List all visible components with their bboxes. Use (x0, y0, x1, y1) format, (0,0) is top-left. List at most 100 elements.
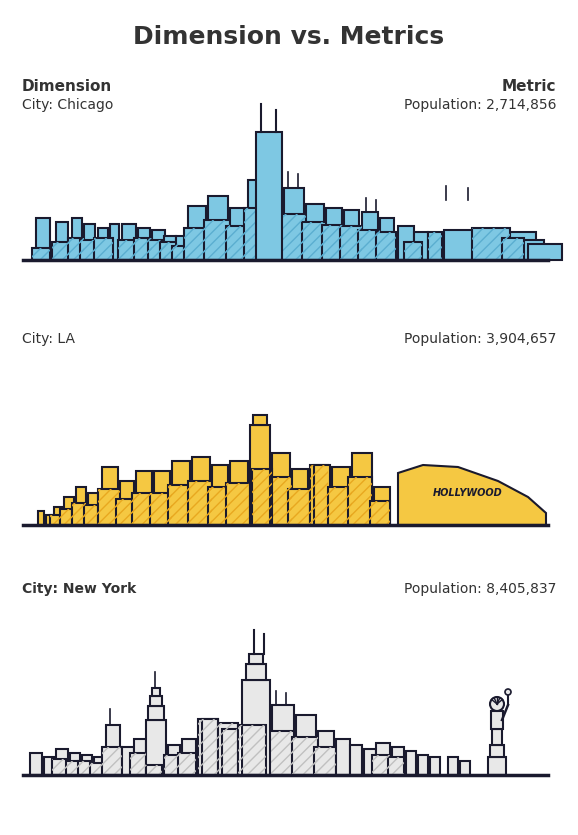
Bar (252, 469, 272, 525)
Bar (406, 751, 416, 775)
Bar (138, 228, 150, 260)
Bar (122, 747, 134, 775)
Bar (32, 248, 50, 260)
Bar (168, 485, 190, 525)
Bar (72, 503, 86, 525)
Text: Population: 8,405,837: Population: 8,405,837 (403, 582, 556, 596)
Text: Dimension vs. Metrics: Dimension vs. Metrics (134, 25, 444, 49)
Bar (528, 244, 562, 260)
Bar (78, 761, 92, 775)
Bar (36, 218, 50, 260)
Bar (404, 242, 422, 260)
Bar (328, 487, 352, 525)
Bar (116, 499, 134, 525)
Bar (204, 220, 230, 260)
Bar (188, 481, 212, 525)
Bar (132, 493, 154, 525)
Bar (132, 493, 154, 525)
Bar (84, 505, 98, 525)
Bar (172, 461, 190, 525)
Bar (244, 208, 270, 260)
Bar (168, 485, 190, 525)
Bar (94, 238, 113, 260)
Bar (476, 232, 536, 260)
Bar (164, 755, 180, 775)
Bar (146, 720, 166, 775)
Bar (50, 515, 60, 525)
Bar (94, 757, 104, 775)
Bar (238, 725, 266, 775)
Bar (376, 743, 390, 775)
Bar (418, 755, 428, 775)
Bar (428, 232, 442, 260)
Bar (102, 747, 122, 775)
Bar (80, 240, 96, 260)
Text: Population: 3,904,657: Population: 3,904,657 (403, 332, 556, 346)
Bar (502, 238, 524, 260)
Bar (288, 489, 310, 525)
Bar (364, 749, 376, 775)
Bar (148, 706, 164, 720)
Bar (164, 755, 180, 775)
Bar (392, 747, 404, 775)
Bar (340, 226, 362, 260)
Bar (492, 729, 502, 745)
Bar (292, 737, 318, 775)
Bar (90, 763, 104, 775)
Bar (226, 483, 250, 525)
Bar (314, 747, 336, 775)
Bar (388, 757, 404, 775)
Bar (314, 747, 336, 775)
Bar (430, 757, 440, 775)
Bar (154, 471, 170, 525)
Bar (358, 230, 380, 260)
Bar (272, 453, 290, 525)
Text: Metric: Metric (502, 79, 556, 94)
Bar (352, 453, 372, 525)
Bar (208, 196, 228, 260)
Bar (122, 224, 136, 260)
Bar (380, 218, 394, 260)
Bar (306, 204, 324, 260)
Bar (32, 248, 50, 260)
Bar (30, 753, 42, 775)
Bar (118, 240, 136, 260)
Bar (46, 515, 52, 525)
Bar (130, 753, 146, 775)
Bar (98, 489, 120, 525)
Bar (68, 238, 84, 260)
Bar (448, 757, 458, 775)
Bar (268, 477, 292, 525)
Bar (178, 753, 196, 775)
Bar (370, 501, 390, 525)
Bar (184, 228, 206, 260)
Bar (134, 238, 152, 260)
Bar (160, 242, 178, 260)
Bar (344, 210, 359, 260)
Bar (288, 489, 310, 525)
Bar (268, 731, 294, 775)
Bar (491, 711, 503, 729)
Bar (226, 226, 250, 260)
Circle shape (490, 697, 504, 711)
Bar (66, 761, 80, 775)
Bar (328, 487, 352, 525)
Bar (90, 763, 104, 775)
Bar (152, 688, 160, 696)
Bar (218, 723, 238, 775)
Bar (253, 415, 267, 425)
Bar (376, 232, 396, 260)
Bar (336, 739, 350, 775)
Bar (472, 228, 510, 260)
Bar (52, 759, 68, 775)
Bar (208, 487, 230, 525)
Bar (84, 505, 98, 525)
Bar (230, 208, 248, 260)
Text: City: New York: City: New York (22, 582, 136, 596)
Bar (64, 497, 74, 525)
Bar (268, 731, 294, 775)
Bar (280, 214, 306, 260)
Bar (80, 240, 96, 260)
Bar (146, 765, 162, 775)
Circle shape (505, 689, 511, 695)
